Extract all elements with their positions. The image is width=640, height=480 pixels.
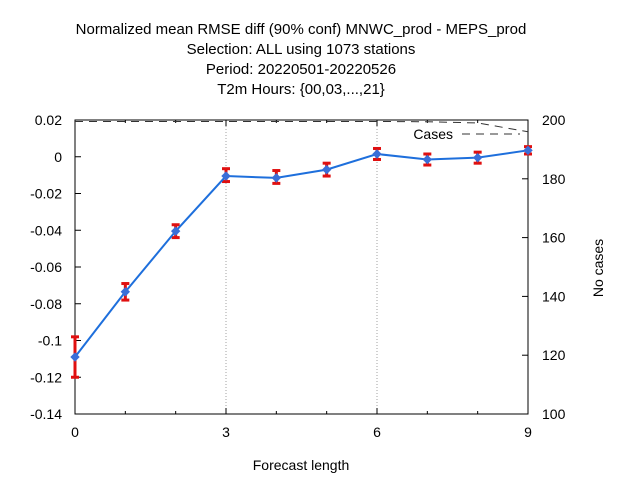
y2-ticks: 100 120 140 160 180 200 (522, 112, 566, 422)
data-point (472, 152, 483, 163)
data-point (271, 173, 282, 183)
y2-tick-label: 140 (542, 288, 566, 304)
cases-line (75, 120, 529, 133)
rmse-diff-line (74, 149, 529, 358)
title-line-3: Period: 20220501-20220526 (206, 61, 396, 78)
x-tick-label: 0 (71, 424, 79, 440)
y2-tick-label: 120 (542, 347, 566, 363)
axes (74, 119, 529, 415)
data-point (221, 171, 231, 181)
data-point (70, 352, 80, 362)
y-tick-label: 0.02 (35, 112, 62, 128)
y-ticks: -0.14 -0.12 -0.1 -0.08 -0.06 -0.04 -0.02 0 0.02 (30, 112, 81, 422)
rmse-diff-series (70, 145, 533, 379)
x-axis-label: Forecast length (253, 457, 350, 473)
legend: Cases (413, 126, 520, 142)
y2-tick-label: 160 (542, 230, 566, 246)
x-tick-label: 9 (524, 424, 532, 440)
y2-tick-label: 180 (542, 171, 566, 187)
y-tick-label: -0.1 (38, 333, 62, 349)
y2-tick-label: 200 (542, 112, 566, 128)
grid (225, 120, 378, 414)
data-point (321, 164, 332, 175)
y-tick-label: -0.14 (30, 406, 62, 422)
data-point (422, 154, 433, 165)
y-tick-label: -0.12 (30, 369, 62, 385)
data-point (372, 149, 382, 159)
y-tick-label: -0.08 (30, 296, 62, 312)
data-point (120, 287, 131, 297)
y-tick-label: 0 (54, 149, 62, 165)
title-line-1: Normalized mean RMSE diff (90% conf) MNW… (76, 21, 527, 38)
title-line-2: Selection: ALL using 1073 stations (187, 41, 416, 58)
plot-frame (74, 119, 529, 415)
chart-title: Normalized mean RMSE diff (90% conf) MNW… (76, 21, 527, 98)
x-tick-label: 3 (222, 424, 230, 440)
data-point (170, 226, 181, 236)
legend-label: Cases (413, 126, 453, 142)
cases-series (75, 120, 529, 133)
x-tick-label: 6 (373, 424, 381, 440)
title-line-4: T2m Hours: {00,03,...,21} (217, 81, 385, 98)
y2-tick-label: 100 (542, 406, 566, 422)
y2-axis-label: No cases (590, 239, 606, 297)
data-point (523, 145, 533, 156)
y-tick-label: -0.02 (30, 186, 62, 202)
y-tick-label: -0.06 (30, 259, 62, 275)
x-ticks: 0 3 6 9 (71, 120, 532, 440)
y-tick-label: -0.04 (30, 222, 62, 238)
